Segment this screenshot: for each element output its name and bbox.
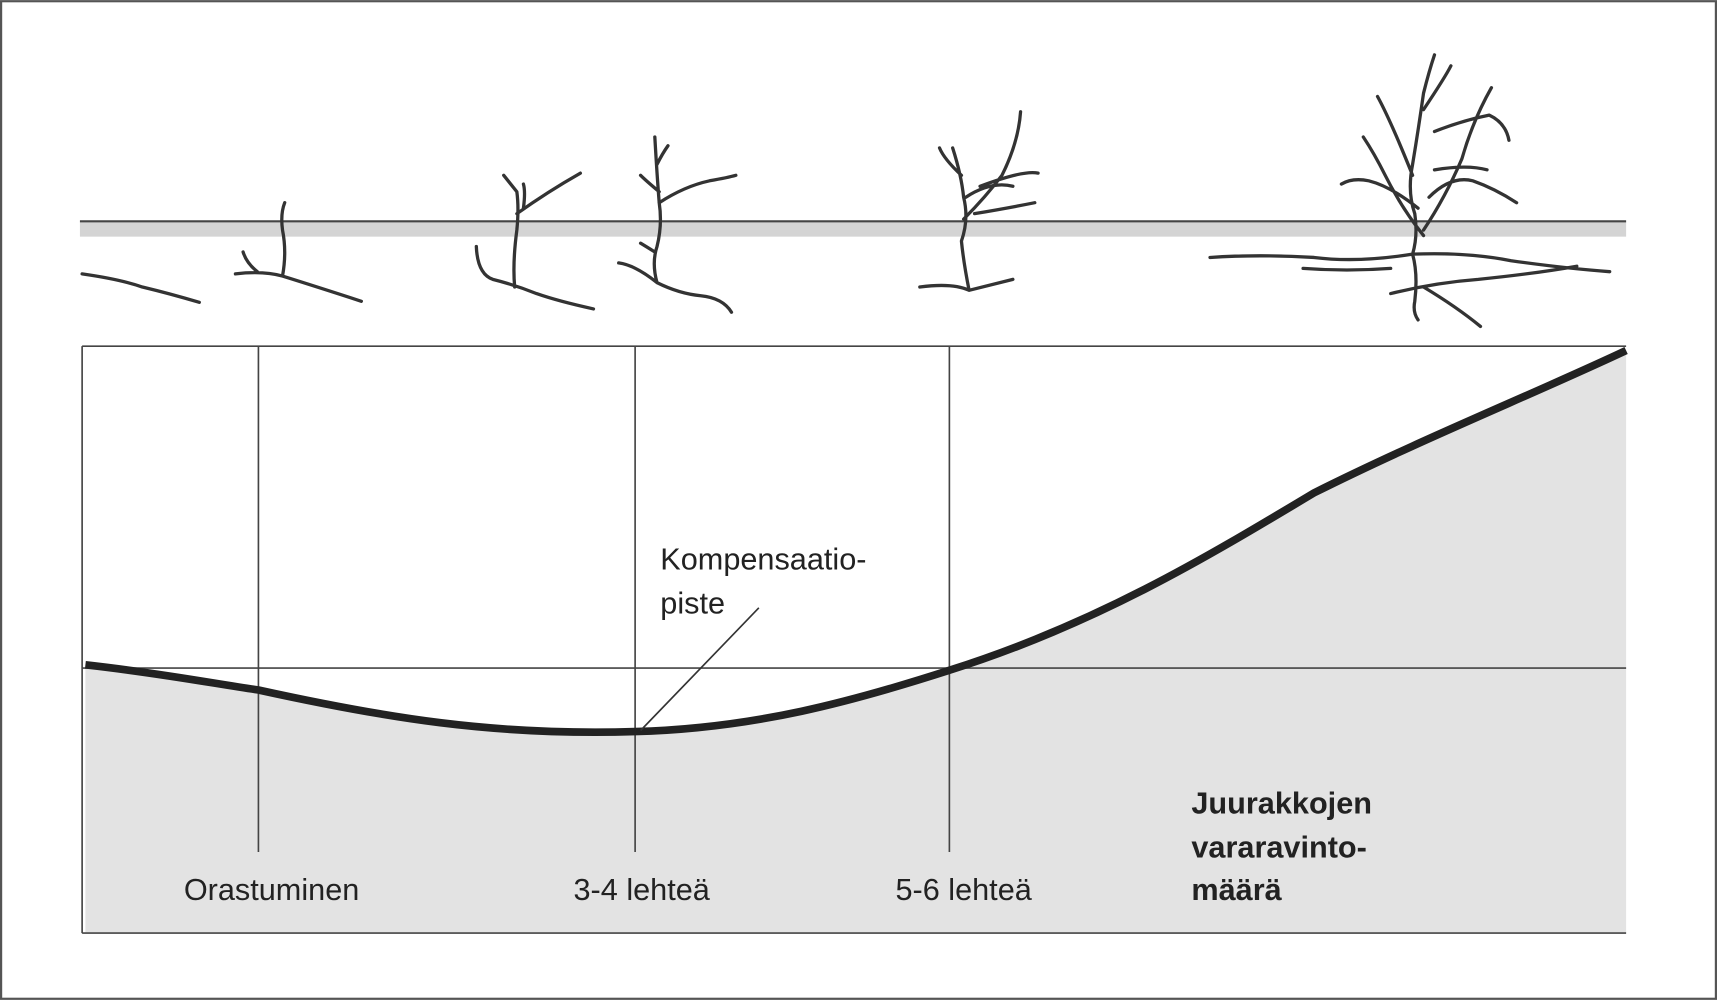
annotation: piste — [660, 586, 725, 620]
curve-label: määrä — [1191, 873, 1282, 907]
annotation: Kompensaatio- — [660, 543, 866, 577]
curve-label: Juurakkojen — [1191, 787, 1372, 821]
curve-label: vararavinto- — [1191, 831, 1367, 865]
soil-band — [80, 221, 1626, 236]
diagram: Orastuminen 3-4 lehteä 5-6 lehteä Kompen… — [0, 0, 1717, 1000]
stage-label: 5-6 lehteä — [895, 873, 1032, 907]
stage-label: Orastuminen — [184, 873, 360, 907]
stage-label: 3-4 lehteä — [574, 873, 711, 907]
